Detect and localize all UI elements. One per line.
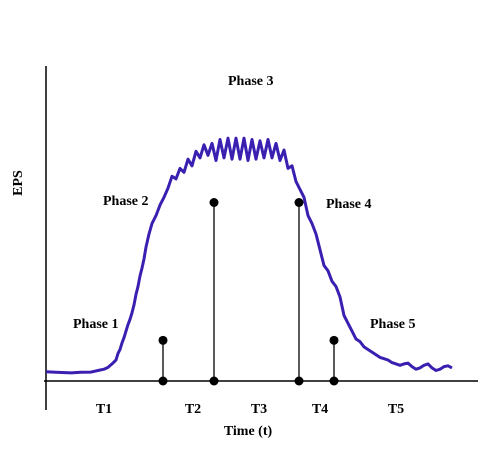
boundary-dot-curve-4 [329, 335, 339, 345]
interval-label-t2: T2 [185, 402, 201, 417]
marks-layer [45, 136, 453, 386]
phase-label-2: Phase 2 [103, 194, 149, 209]
interval-label-t1: T1 [96, 402, 112, 417]
boundary-dot-axis-1 [158, 376, 168, 386]
boundary-dot-axis-2 [209, 376, 219, 386]
interval-labels: T1 T2 T3 T4 T5 [96, 402, 404, 417]
eps-curve-0 [45, 136, 453, 375]
x-axis-label: Time (t) [224, 424, 273, 439]
boundary-dot-axis-3 [294, 376, 304, 386]
interval-label-t4: T4 [312, 402, 328, 417]
interval-label-t3: T3 [251, 402, 267, 417]
boundary-dot-axis-4 [329, 376, 339, 386]
phase-label-3: Phase 3 [228, 74, 274, 89]
y-axis-label: EPS [11, 170, 26, 196]
interval-label-t5: T5 [388, 402, 404, 417]
phase-label-1: Phase 1 [73, 317, 119, 332]
boundary-dot-curve-1 [158, 335, 168, 345]
phase-labels: Phase 1 Phase 2 Phase 3 Phase 4 Phase 5 [73, 74, 416, 332]
phase-label-5: Phase 5 [370, 317, 416, 332]
phase-label-4: Phase 4 [326, 197, 372, 212]
boundary-dot-curve-2 [209, 198, 219, 207]
boundary-dot-curve-3 [294, 198, 304, 207]
